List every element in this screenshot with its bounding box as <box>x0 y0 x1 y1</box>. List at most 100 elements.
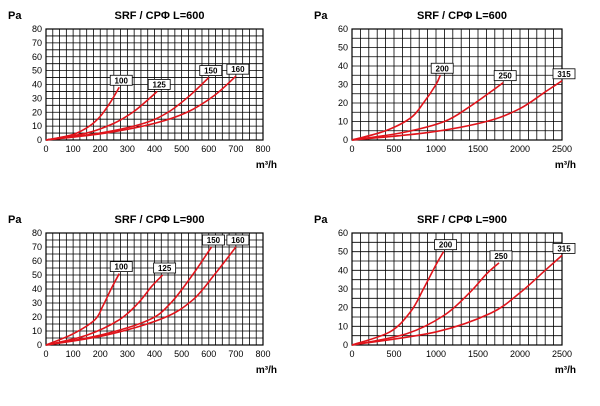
series-label-200: 200 <box>436 64 450 73</box>
x-tick-label: 500 <box>174 144 189 154</box>
y-axis-label: Pa <box>314 10 328 22</box>
x-tick-label: 0 <box>43 144 48 154</box>
plot-frame <box>45 28 264 141</box>
series-line-125 <box>45 90 158 141</box>
y-tick-label: 10 <box>338 321 348 331</box>
series-line-200 <box>351 251 445 346</box>
series-label-box <box>153 262 177 274</box>
y-axis-label: Pa <box>8 10 22 22</box>
series-label-box <box>109 261 133 273</box>
series-line-250 <box>351 82 504 141</box>
series-label-125: 125 <box>153 80 167 89</box>
series-label-100: 100 <box>115 263 129 272</box>
x-axis-label: m³/h <box>555 160 576 171</box>
series-label-box <box>493 70 517 82</box>
x-tick-label: 500 <box>174 349 189 359</box>
series-line-100 <box>45 273 120 346</box>
chart-title: SRF / CPΦ L=600 <box>114 10 204 22</box>
y-tick-label: 60 <box>338 24 348 34</box>
x-tick-label: 300 <box>120 144 135 154</box>
series-label-box <box>434 239 457 251</box>
series-line-250 <box>351 262 500 346</box>
y-tick-label: 70 <box>32 242 42 252</box>
plot-frame <box>45 232 264 346</box>
series-label-315: 315 <box>557 244 571 253</box>
x-tick-label: 800 <box>255 349 270 359</box>
y-tick-label: 30 <box>338 284 348 294</box>
x-axis-label: m³/h <box>256 160 277 171</box>
y-tick-label: 0 <box>343 340 348 350</box>
series-line-160 <box>45 75 237 141</box>
y-tick-label: 50 <box>32 270 42 280</box>
series-label-160: 160 <box>231 236 245 245</box>
x-tick-label: 0 <box>349 349 354 359</box>
y-tick-label: 70 <box>32 38 42 48</box>
x-tick-label: 0 <box>43 349 48 359</box>
grid <box>45 232 264 346</box>
series-label-box <box>226 63 250 75</box>
series-label-250: 250 <box>494 252 508 261</box>
series-label-100: 100 <box>115 76 129 85</box>
x-tick-label: 500 <box>386 144 401 154</box>
x-tick-label: 300 <box>120 349 135 359</box>
x-tick-label: 2500 <box>552 144 572 154</box>
x-tick-label: 400 <box>147 349 162 359</box>
series-line-125 <box>45 274 164 346</box>
x-tick-label: 100 <box>66 144 81 154</box>
series-label-160: 160 <box>231 65 245 74</box>
y-tick-label: 50 <box>338 43 348 53</box>
y-tick-label: 50 <box>338 247 348 257</box>
x-tick-label: 1000 <box>426 349 446 359</box>
series-label-box <box>430 62 454 74</box>
grid <box>351 28 563 141</box>
x-axis-label: m³/h <box>256 365 277 376</box>
plot-frame <box>351 232 563 346</box>
y-tick-label: 80 <box>32 228 42 238</box>
series-label-box <box>489 250 513 262</box>
chart-panel-1: 0 100 200 300 400 500 600 700 800 0 10 20 30 40 50 60 70… <box>8 10 277 171</box>
x-tick-label: 1500 <box>468 144 488 154</box>
x-tick-label: 400 <box>147 144 162 154</box>
chart-title: SRF / CPΦ L=600 <box>417 10 507 22</box>
x-tick-label: 700 <box>228 144 243 154</box>
x-tick-label: 100 <box>66 349 81 359</box>
x-axis-label: m³/h <box>555 365 576 376</box>
series-line-100 <box>45 86 120 141</box>
y-axis-label: Pa <box>314 214 328 226</box>
y-tick-label: 10 <box>338 117 348 127</box>
series-label-315: 315 <box>557 70 571 79</box>
chart-title: SRF / CPΦ L=900 <box>114 214 204 226</box>
series-label-box <box>109 74 133 86</box>
y-tick-label: 30 <box>338 80 348 90</box>
series-line-150 <box>45 246 213 346</box>
series-label-125: 125 <box>158 264 172 273</box>
y-tick-label: 80 <box>32 24 42 34</box>
x-tick-label: 500 <box>386 349 401 359</box>
x-tick-label: 1500 <box>468 349 488 359</box>
grid <box>351 232 563 346</box>
y-tick-label: 60 <box>32 52 42 62</box>
series-label-200: 200 <box>439 241 453 250</box>
series-label-250: 250 <box>499 72 513 81</box>
plot-frame <box>351 28 563 141</box>
series-label-box <box>552 68 576 80</box>
series-label-150: 150 <box>207 236 221 245</box>
x-tick-label: 200 <box>93 144 108 154</box>
y-tick-label: 40 <box>338 61 348 71</box>
series-label-150: 150 <box>204 67 218 76</box>
y-tick-label: 0 <box>37 135 42 145</box>
y-tick-label: 20 <box>32 312 42 322</box>
series-line-315 <box>351 80 563 141</box>
y-tick-label: 20 <box>32 107 42 117</box>
series-line-160 <box>45 246 237 346</box>
x-tick-label: 600 <box>201 349 216 359</box>
chart-panel-2: 0 500 1000 1500 2000 2500 0 10 20 30 40 50 60 SRF / C… <box>314 10 576 171</box>
chart-title: SRF / CPΦ L=900 <box>417 214 507 226</box>
x-tick-label: 0 <box>349 144 354 154</box>
series-label-box <box>199 65 223 76</box>
y-tick-label: 40 <box>32 80 42 90</box>
x-tick-label: 600 <box>201 144 216 154</box>
y-tick-label: 50 <box>32 66 42 76</box>
